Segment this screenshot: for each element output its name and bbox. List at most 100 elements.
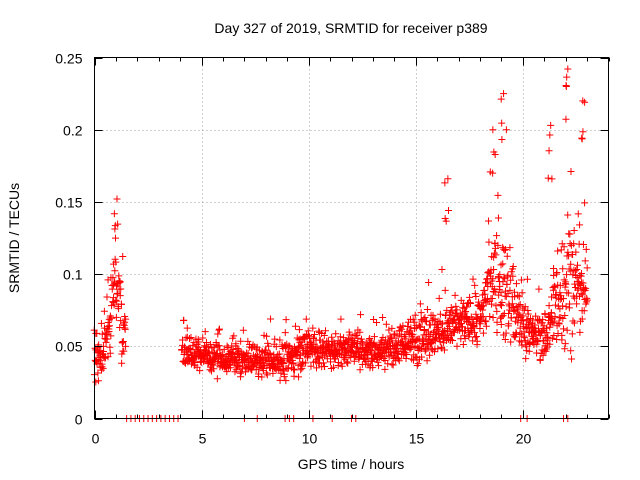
- data-point: [201, 328, 209, 336]
- data-point: [565, 289, 573, 297]
- data-point: [561, 340, 569, 348]
- data-point: [385, 326, 393, 334]
- data-point: [96, 356, 104, 364]
- data-point: [271, 335, 279, 343]
- x-tick-label: 15: [409, 431, 425, 447]
- data-point: [436, 310, 444, 318]
- grid-lines: [94, 57, 609, 419]
- data-point: [440, 346, 448, 354]
- data-point: [272, 343, 280, 351]
- data-point: [345, 328, 353, 336]
- data-point: [546, 323, 554, 331]
- data-point: [110, 301, 118, 309]
- data-point: [370, 316, 378, 324]
- data-point: [356, 366, 364, 374]
- data-point: [180, 316, 188, 324]
- axis-ticks: 0 0.05 0.1 0.15 0.2 0.25 0 5 10 15 20: [55, 51, 610, 447]
- data-point: [296, 354, 304, 362]
- data-point: [534, 338, 542, 346]
- data-point: [326, 358, 334, 366]
- data-point: [293, 334, 301, 342]
- data-point: [480, 302, 488, 310]
- data-point: [578, 135, 586, 143]
- data-point: [422, 318, 430, 326]
- data-point: [265, 342, 273, 350]
- data-point: [471, 329, 479, 337]
- data-point: [546, 340, 554, 348]
- data-point: [441, 214, 449, 222]
- data-point: [556, 282, 564, 290]
- data-point: [306, 333, 314, 341]
- data-point: [502, 245, 510, 253]
- data-point: [579, 240, 587, 248]
- data-point: [576, 328, 584, 336]
- data-point: [321, 363, 329, 371]
- data-point: [403, 350, 411, 358]
- data-point: [279, 365, 287, 373]
- data-point: [434, 345, 442, 353]
- data-point: [110, 210, 118, 218]
- data-point: [467, 300, 475, 308]
- data-point: [463, 303, 471, 311]
- data-point: [574, 210, 582, 218]
- data-point: [431, 337, 439, 345]
- data-point: [563, 326, 571, 334]
- data-point: [291, 366, 299, 374]
- data-point: [493, 318, 501, 326]
- data-point: [281, 329, 289, 337]
- data-point: [309, 324, 317, 332]
- data-point: [113, 195, 121, 203]
- data-point: [479, 306, 487, 314]
- data-point: [461, 335, 469, 343]
- data-point: [499, 260, 507, 268]
- data-point: [239, 326, 247, 334]
- data-point: [524, 310, 532, 318]
- data-point: [388, 360, 396, 368]
- data-point: [266, 350, 274, 358]
- data-point: [573, 300, 581, 308]
- data-point: [352, 331, 360, 339]
- data-point: [103, 335, 111, 343]
- data-point: [230, 332, 238, 340]
- data-point: [351, 330, 359, 338]
- data-point: [420, 327, 428, 335]
- data-point: [471, 281, 479, 289]
- data-point: [99, 364, 107, 372]
- data-point: [498, 119, 506, 127]
- data-point: [443, 306, 451, 314]
- data-point: [512, 280, 520, 288]
- data-point: [580, 286, 588, 294]
- data-point: [582, 245, 590, 253]
- data-point: [501, 336, 509, 344]
- data-point: [562, 115, 570, 123]
- data-point: [470, 323, 478, 331]
- x-axis-label: GPS time / hours: [298, 456, 405, 472]
- data-point: [545, 302, 553, 310]
- data-point: [579, 97, 587, 105]
- data-point: [574, 261, 582, 269]
- data-point: [224, 344, 232, 352]
- data-point: [97, 319, 105, 327]
- data-point: [479, 329, 487, 337]
- data-point: [267, 315, 275, 323]
- data-point: [512, 329, 520, 337]
- data-point: [305, 349, 313, 357]
- y-tick-label: 0.05: [55, 339, 82, 355]
- data-point: [95, 341, 103, 349]
- data-point: [117, 300, 125, 308]
- data-point: [431, 315, 439, 323]
- data-point: [262, 346, 270, 354]
- data-point: [583, 264, 591, 272]
- data-point: [531, 321, 539, 329]
- data-point: [248, 344, 256, 352]
- data-point: [579, 291, 587, 299]
- data-point: [399, 322, 407, 330]
- data-point: [578, 134, 586, 142]
- data-point: [330, 363, 338, 371]
- data-point: [281, 344, 289, 352]
- data-point: [536, 332, 544, 340]
- data-point: [345, 352, 353, 360]
- data-point: [113, 297, 121, 305]
- data-point: [563, 271, 571, 279]
- data-points: [90, 65, 591, 422]
